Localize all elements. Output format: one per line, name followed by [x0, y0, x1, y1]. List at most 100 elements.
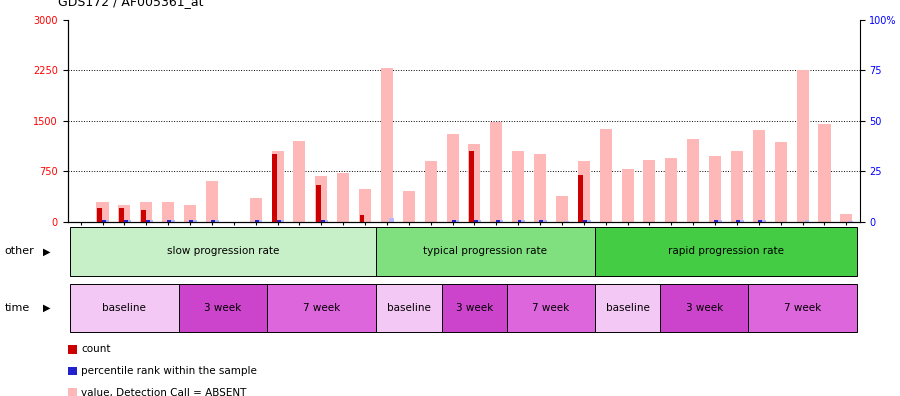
- Bar: [376, 227, 595, 276]
- Bar: [425, 161, 436, 222]
- Text: percentile rank within the sample: percentile rank within the sample: [81, 366, 256, 376]
- Bar: [454, 220, 459, 222]
- Bar: [518, 220, 521, 222]
- Bar: [69, 227, 376, 276]
- Bar: [622, 169, 634, 222]
- Bar: [709, 156, 721, 222]
- Text: baseline: baseline: [387, 303, 431, 313]
- Bar: [272, 154, 277, 222]
- Bar: [665, 158, 678, 222]
- Bar: [796, 70, 808, 222]
- Bar: [277, 220, 281, 222]
- Bar: [320, 220, 325, 222]
- Bar: [96, 202, 109, 222]
- Bar: [775, 142, 787, 222]
- Bar: [512, 151, 524, 222]
- Bar: [731, 151, 743, 222]
- Bar: [717, 220, 722, 222]
- Text: GDS172 / AF005361_at: GDS172 / AF005361_at: [58, 0, 204, 8]
- Bar: [104, 220, 109, 222]
- Bar: [69, 284, 179, 332]
- Text: ▶: ▶: [43, 303, 50, 313]
- Bar: [293, 141, 305, 222]
- Bar: [167, 220, 171, 222]
- Text: rapid progression rate: rapid progression rate: [668, 246, 784, 257]
- Text: 3 week: 3 week: [686, 303, 723, 313]
- Bar: [539, 220, 544, 222]
- Bar: [360, 215, 364, 222]
- Bar: [469, 151, 473, 222]
- Bar: [192, 220, 197, 222]
- Bar: [170, 220, 175, 222]
- Bar: [214, 220, 219, 222]
- Text: 7 week: 7 week: [302, 303, 340, 313]
- Bar: [534, 154, 546, 222]
- Bar: [126, 220, 131, 222]
- Bar: [442, 284, 508, 332]
- Bar: [403, 191, 415, 222]
- Bar: [266, 284, 376, 332]
- Bar: [316, 185, 320, 222]
- Bar: [688, 139, 699, 222]
- Bar: [272, 151, 284, 222]
- Bar: [499, 220, 503, 222]
- Text: time: time: [4, 303, 30, 313]
- Bar: [468, 144, 481, 222]
- Text: value, Detection Call = ABSENT: value, Detection Call = ABSENT: [81, 388, 247, 396]
- Bar: [599, 129, 612, 222]
- Bar: [162, 202, 175, 222]
- Text: baseline: baseline: [103, 303, 147, 313]
- Bar: [148, 220, 153, 222]
- Bar: [119, 208, 123, 222]
- Bar: [338, 173, 349, 222]
- Text: 7 week: 7 week: [533, 303, 570, 313]
- Bar: [760, 220, 766, 222]
- Bar: [146, 220, 149, 222]
- Text: 3 week: 3 week: [455, 303, 493, 313]
- Bar: [818, 124, 831, 222]
- Bar: [446, 134, 459, 222]
- Bar: [578, 161, 590, 222]
- Bar: [140, 202, 152, 222]
- Bar: [491, 122, 502, 222]
- Bar: [849, 221, 853, 222]
- Bar: [184, 205, 196, 222]
- Bar: [315, 176, 328, 222]
- Bar: [389, 218, 393, 222]
- Text: count: count: [81, 344, 111, 354]
- Bar: [102, 220, 106, 222]
- Text: slow progression rate: slow progression rate: [166, 246, 279, 257]
- Text: other: other: [4, 246, 34, 257]
- Bar: [123, 220, 128, 222]
- Bar: [249, 198, 262, 222]
- Bar: [212, 220, 215, 222]
- Bar: [736, 220, 741, 222]
- Bar: [805, 220, 809, 222]
- Bar: [748, 284, 858, 332]
- Bar: [758, 220, 762, 222]
- Bar: [381, 68, 393, 222]
- Bar: [119, 205, 130, 222]
- Bar: [255, 220, 259, 222]
- Bar: [739, 220, 743, 222]
- Bar: [841, 214, 852, 222]
- Bar: [595, 227, 858, 276]
- Bar: [586, 220, 590, 222]
- Bar: [206, 181, 218, 222]
- Bar: [97, 208, 102, 222]
- Text: 3 week: 3 week: [204, 303, 241, 313]
- Bar: [661, 284, 748, 332]
- Bar: [189, 220, 194, 222]
- Bar: [715, 220, 718, 222]
- Bar: [476, 220, 482, 222]
- Bar: [579, 175, 583, 222]
- Bar: [280, 220, 284, 222]
- Bar: [359, 189, 371, 222]
- Bar: [595, 284, 661, 332]
- Text: baseline: baseline: [606, 303, 650, 313]
- Bar: [323, 220, 328, 222]
- Bar: [496, 220, 500, 222]
- Text: 7 week: 7 week: [784, 303, 821, 313]
- Bar: [140, 210, 146, 222]
- Bar: [376, 284, 442, 332]
